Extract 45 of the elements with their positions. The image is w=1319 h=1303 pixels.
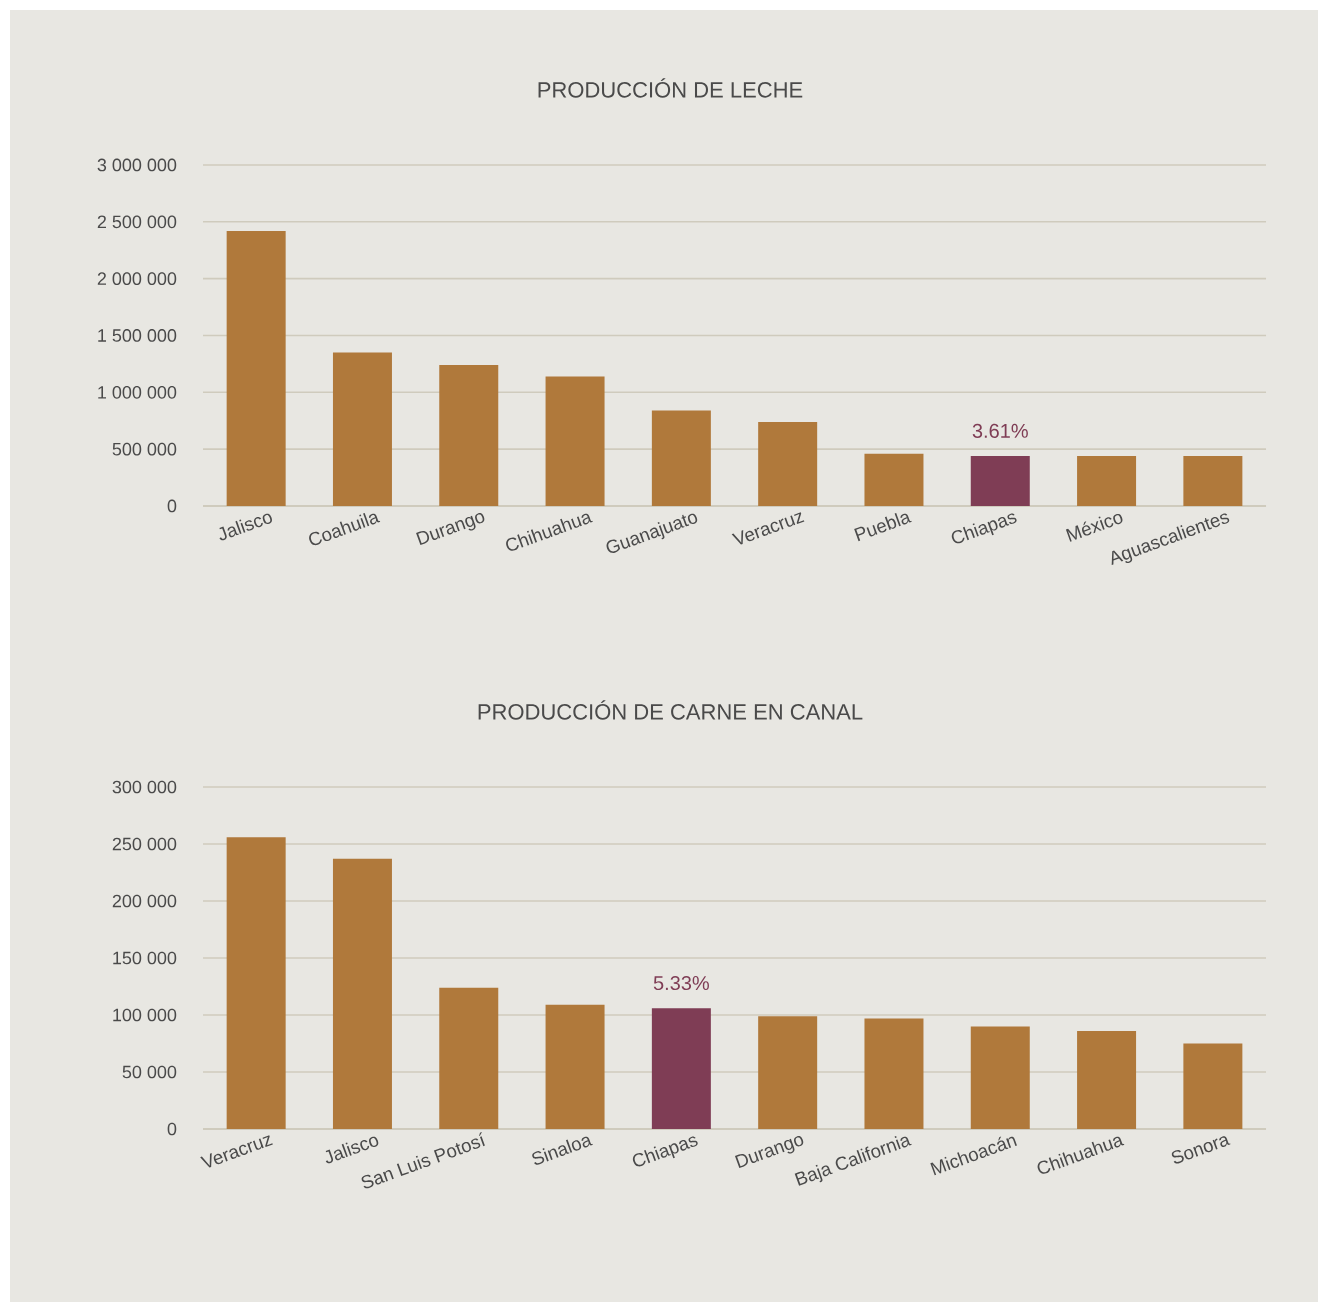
bar: [545, 376, 605, 506]
bar: [439, 365, 499, 506]
y-tick-label: 150 000: [113, 951, 177, 965]
bar: [970, 455, 1030, 506]
y-tick-label: 300 000: [112, 780, 177, 794]
annotation: 3.61%: [972, 423, 1028, 438]
bar: [1183, 455, 1243, 506]
x-tick-label: Sonora: [1171, 1136, 1231, 1164]
annotation: 5.33%: [653, 975, 709, 991]
bar: [758, 421, 818, 506]
x-tick-label: Jalisco: [219, 513, 272, 541]
y-tick-label: 3 000 000: [97, 158, 177, 172]
bar: [970, 1026, 1030, 1129]
bar: [332, 352, 392, 506]
y-tick-label: 0: [167, 1122, 177, 1136]
bar: [226, 837, 286, 1129]
x-tick-label: Puebla: [854, 513, 912, 542]
bar: [1183, 1043, 1243, 1129]
y-tick-label: 100 000: [113, 1008, 177, 1022]
x-tick-label: Jalisco: [325, 1136, 379, 1164]
chart-title: PRODUCCIÓN DE LECHE: [538, 78, 803, 98]
y-tick-label: 250 000: [112, 837, 177, 851]
bar: [1077, 1030, 1137, 1129]
bar: [439, 987, 499, 1129]
x-tick-label: Sinaloa: [532, 1136, 593, 1165]
y-tick-label: 0: [167, 499, 177, 513]
y-tick-label: 200 000: [112, 894, 177, 908]
chart-title: PRODUCCIÓN DE CARNE EN CANAL: [478, 700, 863, 720]
bar: [226, 230, 286, 506]
bar: [651, 1008, 711, 1129]
y-tick-label: 1 500 000: [98, 329, 177, 342]
bar: [864, 453, 924, 506]
y-tick-label: 2 000 000: [97, 272, 177, 286]
y-tick-label: 50 000: [122, 1065, 177, 1079]
bar: [332, 858, 392, 1129]
x-tick-label: Chiapas: [632, 1136, 698, 1167]
y-tick-label: 500 000: [112, 442, 177, 456]
bar: [651, 410, 711, 506]
bar: [758, 1016, 818, 1129]
y-tick-label: 2 500 000: [97, 215, 177, 229]
bar: [864, 1018, 924, 1129]
bar: [545, 1004, 605, 1129]
bar: [1077, 455, 1137, 506]
y-tick-label: 1 000 000: [98, 385, 177, 399]
x-tick-label: Chiapas: [951, 513, 1017, 544]
